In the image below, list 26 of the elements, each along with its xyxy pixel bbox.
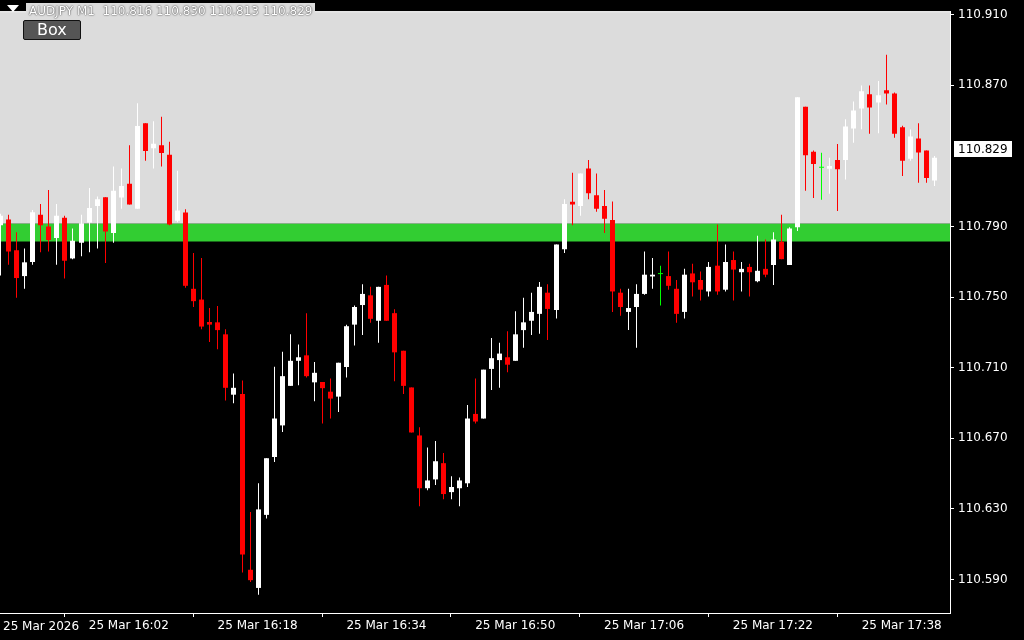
y-tick-label: 110.590	[958, 571, 1008, 586]
x-tick-label: 25 Mar 16:02	[88, 618, 169, 633]
y-tick-label: 110.750	[958, 289, 1008, 304]
chart-title: AUDJPY M1 110.816 110.830 110.813 110.829	[26, 3, 316, 19]
y-tick-label: 110.710	[958, 359, 1008, 374]
candlestick	[658, 265, 663, 306]
x-tick-label: 25 Mar 16:18	[217, 618, 298, 633]
candlestick	[827, 157, 832, 194]
candlestick	[819, 152, 824, 200]
candlestick	[626, 288, 631, 331]
x-tick-label: 25 Mar 17:22	[732, 618, 813, 633]
candlestick	[570, 172, 575, 226]
x-tick-label: 25 Mar 16:34	[346, 618, 427, 633]
text: 110.829	[954, 141, 1012, 157]
y-tick-label: 110.630	[958, 501, 1008, 515]
y-tick-label: 110.790	[958, 218, 1008, 233]
annotation: Box	[23, 20, 81, 40]
x-tick-label: 25 Mar 17:38	[861, 618, 942, 633]
y-tick-label: 110.910	[958, 6, 1008, 21]
x-tick-label: 25 Mar 16:50	[475, 618, 556, 633]
candlestick	[884, 54, 889, 105]
x-tick-label: 25 Mar 17:06	[604, 618, 685, 633]
candlestick	[207, 308, 212, 342]
text: 25 Mar 2026	[3, 619, 80, 633]
y-tick-label: 110.870	[958, 77, 1008, 92]
y-tick-label: 110.670	[958, 430, 1008, 445]
